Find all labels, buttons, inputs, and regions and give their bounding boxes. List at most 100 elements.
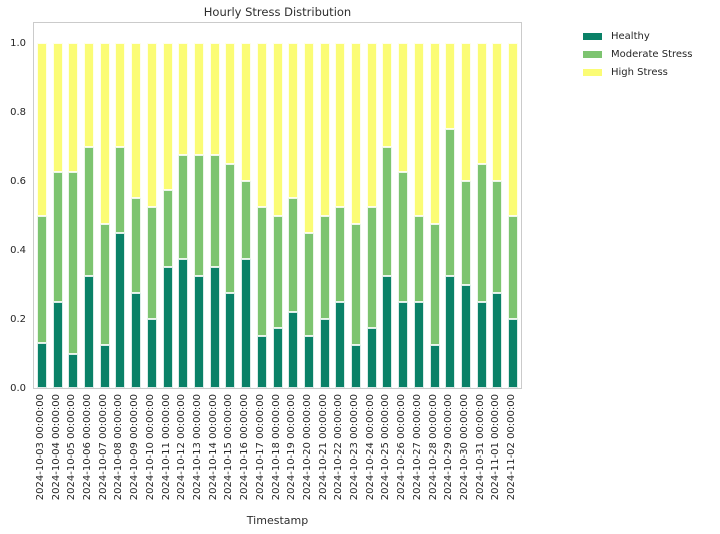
bar-segment-high-stress bbox=[193, 43, 204, 156]
bar-stack bbox=[319, 23, 330, 388]
y-axis: 0.0 0.2 0.4 0.6 0.8 1.0 bbox=[0, 22, 28, 394]
legend-label-moderate-stress: Moderate Stress bbox=[611, 48, 693, 60]
bar-stack bbox=[83, 23, 94, 388]
x-tick-label: 2024-10-27 00:00:00 bbox=[411, 394, 423, 501]
bar-segment-healthy bbox=[351, 344, 362, 388]
bar-segment-healthy bbox=[303, 336, 314, 388]
bar-segment-healthy bbox=[83, 275, 94, 388]
x-tick-label: 2024-10-14 00:00:00 bbox=[207, 394, 219, 501]
bar-segment-healthy bbox=[241, 258, 252, 388]
bar-segment-healthy bbox=[508, 319, 519, 388]
bar-segment-healthy bbox=[99, 344, 110, 388]
x-tick-label: 2024-10-06 00:00:00 bbox=[81, 394, 93, 501]
bar-stack bbox=[162, 23, 173, 388]
x-tick-label: 2024-10-07 00:00:00 bbox=[97, 394, 109, 501]
bar-segment-moderate-stress bbox=[476, 163, 487, 302]
bar-segment-healthy bbox=[319, 319, 330, 388]
bar-segment-high-stress bbox=[131, 43, 142, 199]
bar-segment-healthy bbox=[115, 232, 126, 388]
bar-segment-healthy bbox=[398, 301, 409, 388]
x-tick-label: 2024-10-23 00:00:00 bbox=[349, 394, 361, 501]
bar-segment-moderate-stress bbox=[508, 215, 519, 319]
bar-segment-moderate-stress bbox=[335, 206, 346, 302]
x-tick-label: 2024-10-05 00:00:00 bbox=[66, 394, 78, 501]
bar-stack bbox=[99, 23, 110, 388]
y-tick-label: 1.0 bbox=[10, 38, 26, 49]
bar-segment-moderate-stress bbox=[99, 224, 110, 345]
x-tick-label: 2024-10-13 00:00:00 bbox=[191, 394, 203, 501]
bar-stack bbox=[398, 23, 409, 388]
x-tick-label: 2024-10-19 00:00:00 bbox=[286, 394, 298, 501]
x-tick-label: 2024-10-09 00:00:00 bbox=[129, 394, 141, 501]
x-tick-label: 2024-10-16 00:00:00 bbox=[239, 394, 251, 501]
bar-segment-moderate-stress bbox=[429, 224, 440, 345]
x-tick-label: 2024-10-22 00:00:00 bbox=[333, 394, 345, 501]
bar-stack bbox=[131, 23, 142, 388]
bar-segment-high-stress bbox=[256, 43, 267, 207]
legend: Healthy Moderate Stress High Stress bbox=[583, 31, 692, 85]
bar-segment-healthy bbox=[272, 327, 283, 388]
x-tick-label: 2024-10-04 00:00:00 bbox=[50, 394, 62, 501]
bar-stack bbox=[256, 23, 267, 388]
bar-segment-healthy bbox=[476, 301, 487, 388]
bar-segment-healthy bbox=[445, 275, 456, 388]
bar-stack bbox=[36, 23, 47, 388]
bar-stack bbox=[508, 23, 519, 388]
y-tick-label: 0.8 bbox=[10, 107, 26, 118]
bar-segment-moderate-stress bbox=[492, 181, 503, 294]
x-tick-label: 2024-10-31 00:00:00 bbox=[474, 394, 486, 501]
bar-stack bbox=[461, 23, 472, 388]
x-tick-label: 2024-10-28 00:00:00 bbox=[427, 394, 439, 501]
bar-segment-high-stress bbox=[508, 43, 519, 216]
bar-segment-high-stress bbox=[335, 43, 346, 207]
x-tick-label: 2024-11-02 00:00:00 bbox=[506, 394, 518, 501]
bar-stack bbox=[225, 23, 236, 388]
bar-stack bbox=[241, 23, 252, 388]
bar-segment-healthy bbox=[209, 267, 220, 388]
bar-stack bbox=[115, 23, 126, 388]
bar-stack bbox=[193, 23, 204, 388]
bar-segment-moderate-stress bbox=[413, 215, 424, 302]
x-tick-label: 2024-10-26 00:00:00 bbox=[396, 394, 408, 501]
bar-segment-healthy bbox=[413, 301, 424, 388]
x-tick-label: 2024-10-20 00:00:00 bbox=[301, 394, 313, 501]
y-tick-label: 0.6 bbox=[10, 176, 26, 187]
bar-segment-moderate-stress bbox=[209, 155, 220, 268]
bar-segment-high-stress bbox=[351, 43, 362, 225]
bar-segment-high-stress bbox=[115, 43, 126, 147]
bar-stack bbox=[209, 23, 220, 388]
bar-segment-moderate-stress bbox=[256, 206, 267, 337]
bar-segment-high-stress bbox=[382, 43, 393, 147]
bar-segment-moderate-stress bbox=[303, 232, 314, 337]
bar-segment-high-stress bbox=[398, 43, 409, 173]
bar-segment-healthy bbox=[288, 312, 299, 388]
legend-swatch-healthy bbox=[583, 32, 602, 40]
bar-stack bbox=[445, 23, 456, 388]
bar-segment-high-stress bbox=[68, 43, 79, 173]
bar-stack bbox=[382, 23, 393, 388]
bar-segment-healthy bbox=[36, 343, 47, 388]
bar-segment-high-stress bbox=[52, 43, 63, 173]
legend-item-moderate-stress: Moderate Stress bbox=[583, 48, 693, 60]
bar-stack bbox=[335, 23, 346, 388]
legend-item-high-stress: High Stress bbox=[583, 66, 692, 78]
bar-segment-moderate-stress bbox=[115, 146, 126, 233]
bar-segment-high-stress bbox=[146, 43, 157, 207]
bar-stack bbox=[288, 23, 299, 388]
y-tick-label: 0.4 bbox=[10, 245, 26, 256]
bar-segment-healthy bbox=[178, 258, 189, 388]
bar-stack bbox=[429, 23, 440, 388]
legend-label-high-stress: High Stress bbox=[611, 66, 668, 78]
bar-segment-moderate-stress bbox=[225, 163, 236, 294]
x-tick-label: 2024-10-12 00:00:00 bbox=[176, 394, 188, 501]
x-tick-label: 2024-10-11 00:00:00 bbox=[160, 394, 172, 501]
bar-segment-high-stress bbox=[303, 43, 314, 233]
bar-segment-moderate-stress bbox=[288, 198, 299, 313]
bar-segment-healthy bbox=[68, 353, 79, 388]
x-tick-label: 2024-10-10 00:00:00 bbox=[144, 394, 156, 501]
bar-segment-high-stress bbox=[162, 43, 173, 190]
bar-segment-high-stress bbox=[178, 43, 189, 156]
legend-swatch-high-stress bbox=[583, 68, 602, 76]
x-tick-label: 2024-10-18 00:00:00 bbox=[270, 394, 282, 501]
bar-segment-high-stress bbox=[476, 43, 487, 164]
